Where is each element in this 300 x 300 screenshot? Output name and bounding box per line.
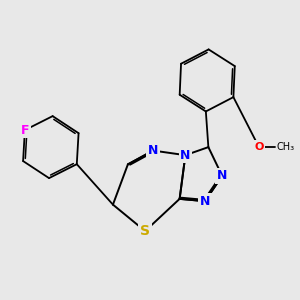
Text: N: N [217, 169, 227, 182]
Text: N: N [200, 195, 210, 208]
Text: O: O [254, 142, 264, 152]
Text: F: F [21, 124, 29, 136]
Text: CH₃: CH₃ [277, 142, 295, 152]
Text: N: N [180, 149, 190, 162]
Text: S: S [140, 224, 150, 238]
Text: N: N [148, 144, 158, 157]
